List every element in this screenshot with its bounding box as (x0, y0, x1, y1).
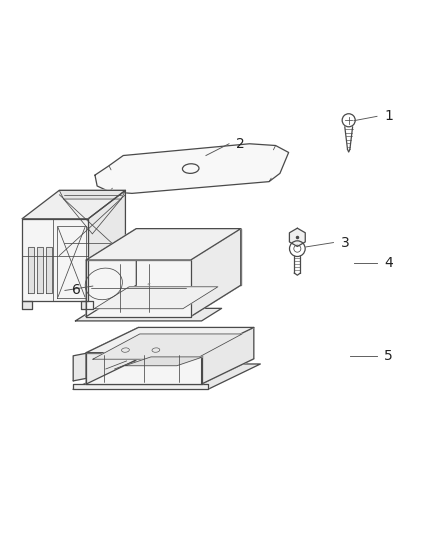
Polygon shape (22, 219, 88, 301)
Polygon shape (86, 285, 241, 317)
Polygon shape (37, 247, 43, 293)
Polygon shape (73, 364, 260, 389)
Polygon shape (93, 334, 242, 359)
Polygon shape (290, 228, 305, 246)
Polygon shape (86, 229, 136, 317)
Polygon shape (95, 144, 289, 193)
Polygon shape (86, 327, 138, 384)
Polygon shape (46, 247, 52, 293)
Polygon shape (59, 190, 125, 199)
Text: s: s (146, 281, 150, 287)
Polygon shape (75, 309, 222, 321)
Polygon shape (125, 357, 203, 366)
Polygon shape (86, 353, 201, 384)
Polygon shape (191, 229, 241, 317)
Polygon shape (86, 327, 254, 353)
Text: 1: 1 (385, 109, 393, 123)
Polygon shape (86, 260, 191, 317)
Polygon shape (22, 301, 32, 309)
Polygon shape (22, 190, 125, 219)
Polygon shape (81, 301, 93, 309)
Polygon shape (94, 287, 218, 309)
Polygon shape (88, 190, 125, 301)
Polygon shape (73, 384, 208, 389)
Polygon shape (136, 229, 241, 285)
Polygon shape (28, 247, 35, 293)
Polygon shape (86, 359, 254, 384)
Text: 6: 6 (72, 284, 81, 297)
Polygon shape (86, 229, 241, 260)
Text: 2: 2 (237, 137, 245, 151)
Polygon shape (73, 353, 86, 381)
Polygon shape (201, 327, 254, 384)
Text: 4: 4 (385, 256, 393, 270)
Text: 3: 3 (341, 236, 350, 249)
Text: 5: 5 (385, 349, 393, 363)
